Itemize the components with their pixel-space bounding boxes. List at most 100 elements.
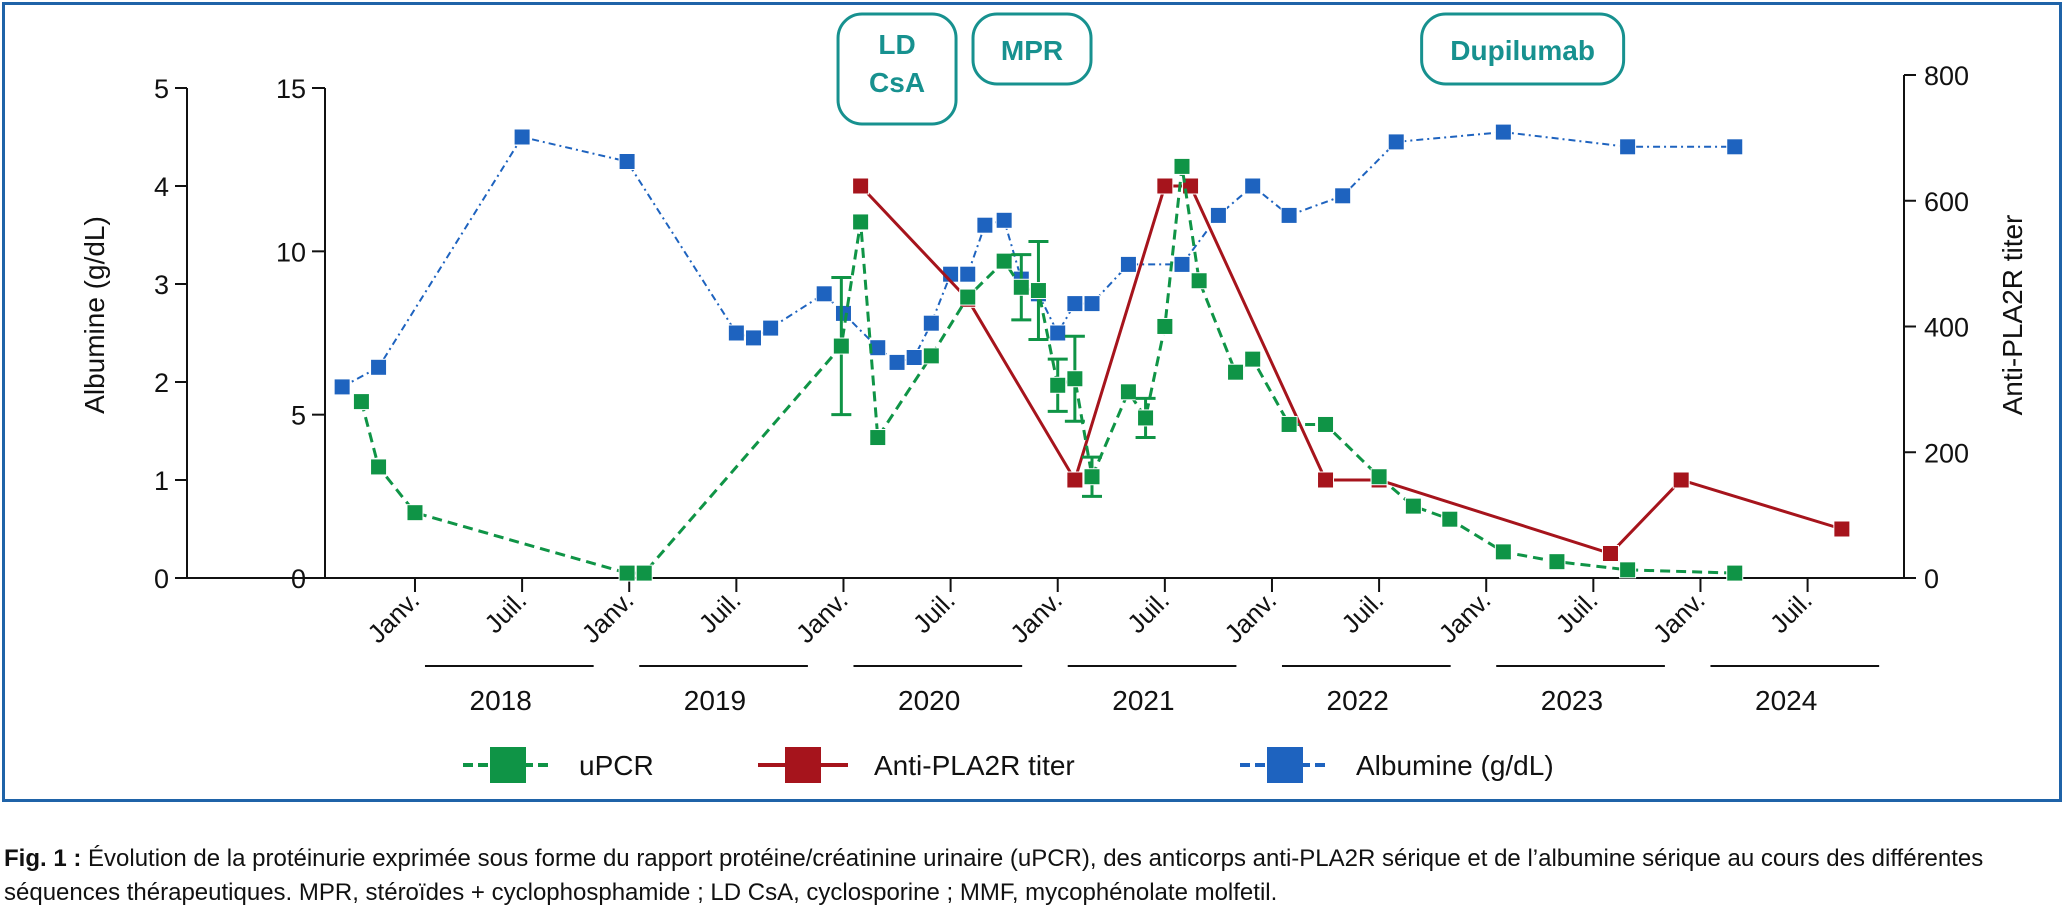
legend-item: uPCR (463, 747, 654, 783)
data-point (1601, 545, 1619, 562)
upcr-tick-label: 5 (291, 401, 306, 431)
data-point (1012, 278, 1030, 296)
x-tick-label: Juil. (693, 585, 747, 639)
data-point (1548, 553, 1566, 571)
data-point (635, 564, 653, 582)
year-label: 2024 (1755, 685, 1817, 716)
legend-item: Albumine (g/dL) (1240, 747, 1554, 783)
data-point (727, 324, 745, 342)
data-point (995, 252, 1013, 270)
data-point (618, 153, 636, 170)
treatment-label: LD (878, 29, 915, 60)
anti-tick-label: 0 (1924, 564, 1939, 594)
anti-tick-label: 600 (1924, 187, 1969, 217)
series-line (359, 166, 1735, 575)
data-point (1494, 123, 1512, 141)
data-point (1494, 543, 1512, 561)
year-label: 2020 (898, 685, 960, 716)
data-point (762, 319, 780, 337)
albumine-tick-label: 2 (154, 368, 169, 398)
treatment-label: MPR (1001, 35, 1063, 66)
upcr-tick-label: 15 (276, 74, 306, 104)
data-point (352, 393, 370, 411)
data-point (852, 177, 870, 195)
x-tick-label: Janv. (576, 585, 640, 649)
data-point (1029, 282, 1047, 300)
albumine-tick-label: 3 (154, 270, 169, 300)
data-point (888, 353, 906, 371)
legend-marker (785, 747, 821, 783)
data-point (1173, 255, 1191, 273)
data-point (744, 329, 762, 347)
year-label: 2023 (1541, 685, 1603, 716)
data-point (1619, 138, 1637, 156)
data-point (1280, 206, 1298, 224)
data-point (959, 265, 977, 283)
legend-marker (490, 747, 526, 783)
legend-item: Anti-PLA2R titer (758, 747, 1075, 783)
data-point (1317, 415, 1335, 433)
data-point (959, 288, 977, 306)
data-point (1156, 317, 1174, 335)
data-point (852, 213, 870, 231)
data-point (1726, 564, 1744, 582)
data-point (1083, 468, 1101, 486)
data-point (1334, 187, 1352, 205)
x-tick-label: Janv. (361, 585, 425, 649)
data-point (1833, 520, 1851, 538)
anti-tick-label: 800 (1924, 61, 1969, 91)
caption-label: Fig. 1 : (4, 845, 82, 872)
data-point (513, 128, 531, 146)
data-point (1049, 324, 1067, 342)
data-point (370, 458, 388, 476)
data-point (832, 337, 850, 355)
caption-text: Évolution de la protéinurie exprimée sou… (4, 845, 1984, 906)
x-tick-label: Juil. (907, 585, 961, 639)
data-point (1156, 177, 1174, 195)
albumine-axis-label: Albumine (g/dL) (79, 216, 110, 414)
year-label: 2022 (1327, 685, 1389, 716)
data-point (1227, 363, 1245, 381)
series-albumine (333, 123, 1744, 396)
data-point (333, 378, 351, 396)
data-point (1119, 383, 1137, 401)
x-tick-label: Juil. (1335, 585, 1389, 639)
series-anti (852, 177, 1851, 562)
year-label: 2021 (1112, 685, 1174, 716)
albumine-tick-label: 4 (154, 172, 169, 202)
data-point (1083, 295, 1101, 313)
series (333, 123, 1851, 582)
albumine-tick-label: 5 (154, 74, 169, 104)
treatment-boxes: LD CsA MPR Dupilumab (836, 12, 1626, 126)
treatment-label: CsA (869, 67, 925, 98)
data-point (1209, 206, 1227, 224)
chart: LD CsA MPR Dupilumab Albumine (g/dL) Anti-P… (79, 12, 2028, 783)
upcr-tick-label: 0 (291, 564, 306, 594)
series-line (859, 184, 1843, 556)
data-point (1244, 177, 1262, 195)
x-tick-label: Juil. (1121, 585, 1175, 639)
x-tick-label: Janv. (790, 585, 854, 649)
data-point (1441, 510, 1459, 528)
x-tick-label: Juil. (1550, 585, 1604, 639)
data-point (869, 429, 887, 447)
data-point (815, 285, 833, 303)
x-tick-label: Janv. (1218, 585, 1282, 649)
anti-axis-label: Anti-PLA2R titer (1997, 215, 2028, 416)
x-tick-label: Janv. (1433, 585, 1497, 649)
data-point (1066, 370, 1084, 388)
data-point (1280, 415, 1298, 433)
data-point (976, 216, 994, 234)
data-point (995, 211, 1013, 229)
x-tick-label: Juil. (478, 585, 532, 639)
treatment-box (1420, 12, 1626, 86)
data-point (618, 564, 636, 582)
series-upcr (352, 157, 1744, 582)
albumine-tick-label: 1 (154, 466, 169, 496)
anti-tick-label: 400 (1924, 313, 1969, 343)
data-point (905, 349, 923, 366)
data-point (1317, 471, 1335, 489)
data-point (1173, 157, 1191, 175)
data-point (1672, 471, 1690, 489)
data-point (1404, 497, 1422, 515)
